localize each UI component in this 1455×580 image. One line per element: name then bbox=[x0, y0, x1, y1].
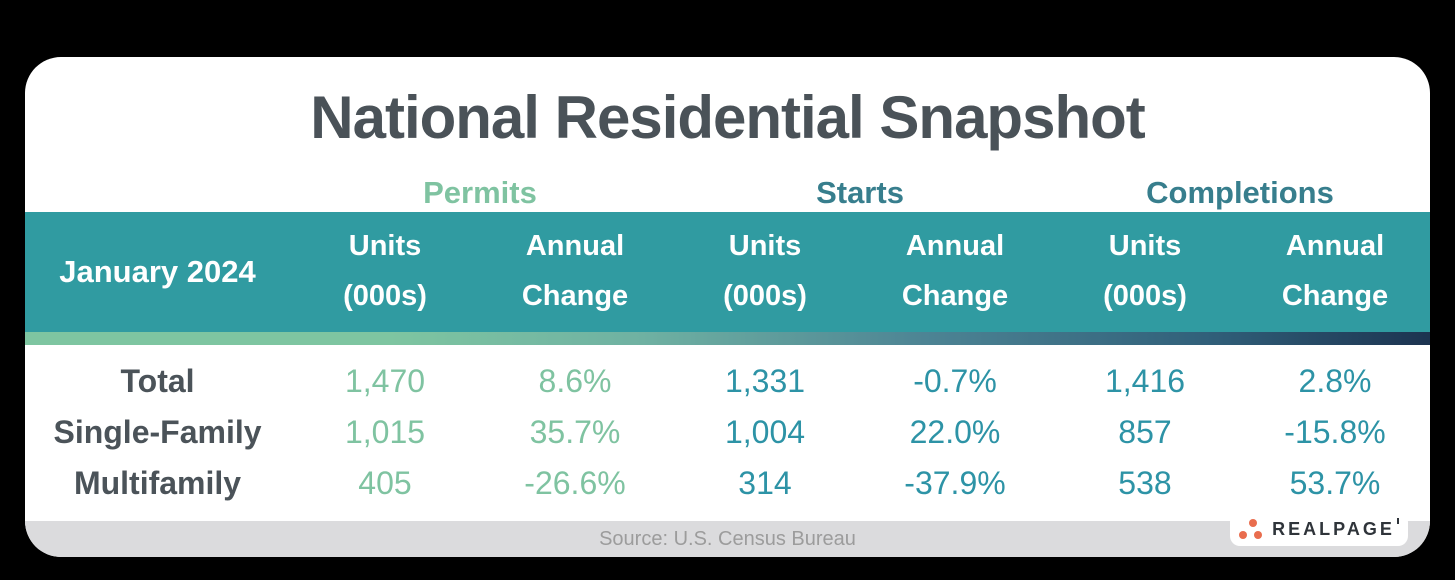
period-label: January 2024 bbox=[59, 254, 256, 289]
subheader-starts-units: Units (000s) bbox=[670, 222, 860, 322]
column-group-header-row: Permits Starts Completions bbox=[25, 165, 1430, 212]
cell-starts-units: 1,331 bbox=[724, 362, 806, 399]
logo-dot bbox=[1249, 518, 1258, 527]
cell-completions-units: 1,416 bbox=[1104, 362, 1186, 399]
subheader-line: Annual bbox=[1285, 230, 1385, 263]
subheader-completions-annual: Annual Change bbox=[1240, 222, 1430, 322]
cell-starts-units: 314 bbox=[738, 464, 792, 501]
logo-dot bbox=[1239, 530, 1248, 539]
subheader-permits-units: Units (000s) bbox=[290, 222, 480, 322]
cell-permits-units: 405 bbox=[358, 464, 412, 501]
table-row-multifamily: Multifamily 405 -26.6% 314 -37.9% 538 53… bbox=[25, 457, 1430, 508]
row-label: Single-Family bbox=[53, 413, 262, 450]
cell-completions-change: -15.8% bbox=[1284, 413, 1386, 450]
subheader-line: (000s) bbox=[1103, 280, 1187, 312]
table-row-total: Total 1,470 8.6% 1,331 -0.7% 1,416 2.8% bbox=[25, 355, 1430, 406]
cell-completions-units: 857 bbox=[1118, 413, 1172, 450]
subheader-completions-units: Units (000s) bbox=[1050, 222, 1240, 322]
snapshot-card: National Residential Snapshot Permits St… bbox=[25, 57, 1430, 557]
group-header-completions: Completions bbox=[1146, 175, 1334, 210]
cell-permits-change: 35.7% bbox=[529, 413, 621, 450]
realpage-wordmark: REALPAGE bbox=[1272, 518, 1395, 539]
logo-dot bbox=[1254, 530, 1263, 539]
subheader-line: Change bbox=[521, 280, 629, 312]
table-body: Total 1,470 8.6% 1,331 -0.7% 1,416 2.8% … bbox=[25, 345, 1430, 508]
cell-permits-units: 1,015 bbox=[344, 413, 426, 450]
subheader-line: Annual bbox=[525, 230, 625, 263]
cell-completions-change: 2.8% bbox=[1298, 362, 1372, 399]
source-text: Source: U.S. Census Bureau bbox=[599, 527, 856, 550]
subheader-line: Change bbox=[1281, 280, 1389, 312]
subheader-line: (000s) bbox=[723, 280, 807, 312]
cell-permits-change: 8.6% bbox=[538, 362, 612, 399]
gradient-divider bbox=[25, 332, 1430, 345]
realpage-logo: REALPAGE bbox=[1230, 512, 1408, 546]
subheader-line: Units bbox=[728, 230, 802, 263]
cell-starts-change: -37.9% bbox=[904, 464, 1006, 501]
table-row-single-family: Single-Family 1,015 35.7% 1,004 22.0% 85… bbox=[25, 406, 1430, 457]
cell-starts-change: 22.0% bbox=[909, 413, 1001, 450]
subheader-line: Units bbox=[348, 230, 422, 263]
subheader-starts-annual: Annual Change bbox=[860, 222, 1050, 322]
cell-starts-units: 1,004 bbox=[724, 413, 806, 450]
cell-starts-change: -0.7% bbox=[913, 362, 997, 399]
cell-completions-units: 538 bbox=[1118, 464, 1172, 501]
group-header-permits: Permits bbox=[423, 175, 537, 210]
source-bar: Source: U.S. Census Bureau bbox=[25, 521, 1430, 557]
page-title: National Residential Snapshot bbox=[310, 83, 1145, 151]
subheader-line: Units bbox=[1108, 230, 1182, 263]
cell-permits-change: -26.6% bbox=[524, 464, 626, 501]
group-header-starts: Starts bbox=[816, 175, 904, 210]
table-header-band: January 2024 Units (000s) Annual Change … bbox=[25, 212, 1430, 332]
subheader-line: (000s) bbox=[343, 280, 427, 312]
subheader-permits-annual: Annual Change bbox=[480, 222, 670, 322]
row-label: Total bbox=[120, 362, 195, 399]
realpage-dots-icon bbox=[1239, 518, 1264, 540]
trademark-mark bbox=[1396, 518, 1399, 524]
cell-completions-change: 53.7% bbox=[1289, 464, 1381, 501]
cell-permits-units: 1,470 bbox=[344, 362, 426, 399]
subheader-line: Change bbox=[901, 280, 1009, 312]
subheader-line: Annual bbox=[905, 230, 1005, 263]
row-label: Multifamily bbox=[73, 464, 242, 501]
